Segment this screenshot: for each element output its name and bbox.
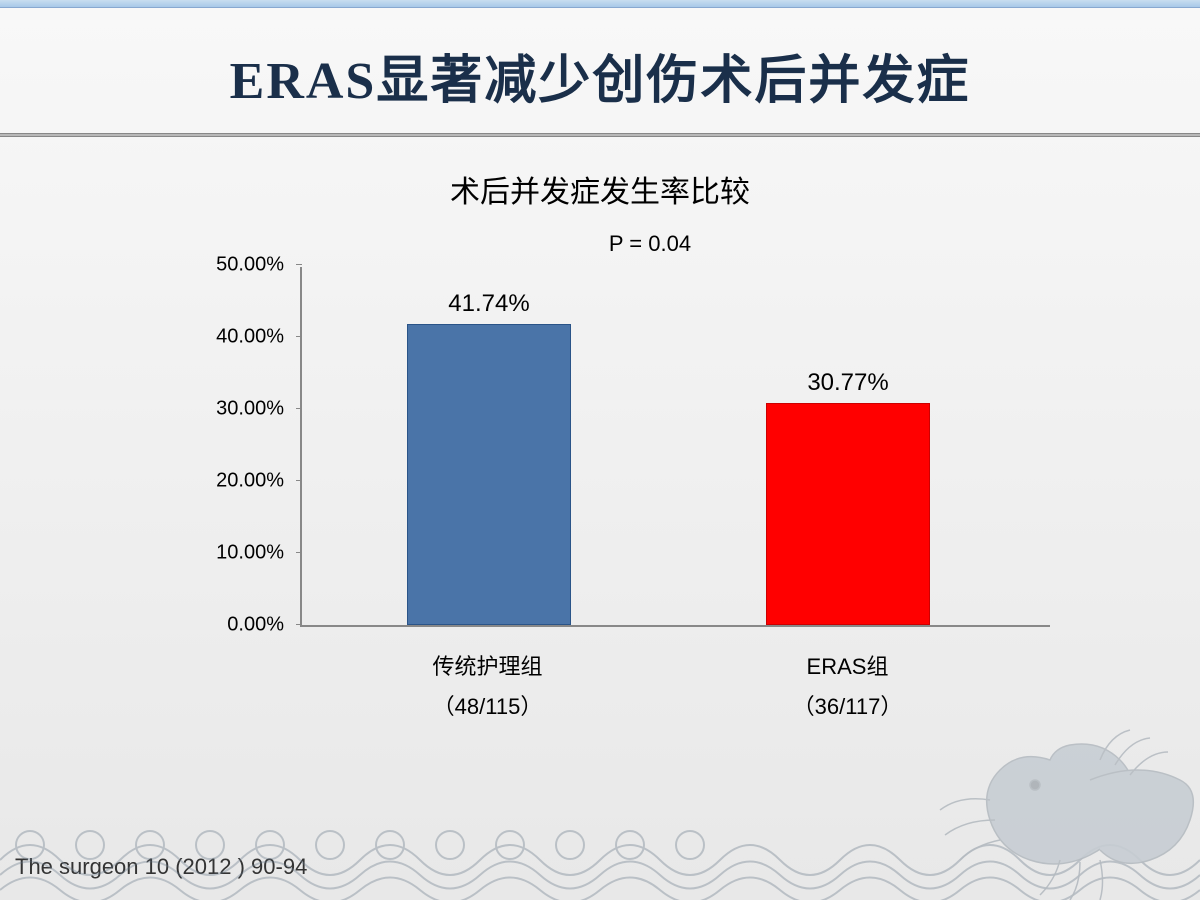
y-tick-mark — [296, 480, 302, 481]
title-divider — [0, 133, 1200, 137]
p-value-label: P = 0.04 — [250, 231, 1050, 257]
x-label-line2: （36/117） — [713, 687, 983, 727]
y-tick-label: 40.00% — [184, 326, 284, 349]
y-tick-mark — [296, 264, 302, 265]
y-tick-label: 50.00% — [184, 254, 284, 277]
x-category-label: ERAS组（36/117） — [713, 647, 983, 726]
bar: 30.77% — [766, 403, 931, 625]
top-accent-bar — [0, 0, 1200, 8]
plot-area: 0.00%10.00%20.00%30.00%40.00%50.00% 41.7… — [300, 267, 1050, 627]
x-label-line1: ERAS组 — [713, 647, 983, 687]
title-area: ERAS显著减少创伤术后并发症 — [0, 8, 1200, 133]
y-tick-label: 20.00% — [184, 470, 284, 493]
y-tick-mark — [296, 624, 302, 625]
y-tick-mark — [296, 552, 302, 553]
x-label-line1: 传统护理组 — [353, 647, 623, 687]
citation-text: The surgeon 10 (2012 ) 90-94 — [15, 854, 307, 880]
slide-title: ERAS显著减少创伤术后并发症 — [0, 38, 1200, 113]
bar-value-label: 30.77% — [767, 369, 930, 397]
y-axis: 0.00%10.00%20.00%30.00%40.00%50.00% — [192, 267, 292, 625]
bar: 41.74% — [407, 324, 572, 625]
x-label-line2: （48/115） — [353, 687, 623, 727]
chart-title: 术后并发症发生率比较 — [150, 167, 1050, 211]
y-tick-mark — [296, 408, 302, 409]
y-tick-label: 10.00% — [184, 542, 284, 565]
y-tick-label: 30.00% — [184, 398, 284, 421]
x-category-label: 传统护理组（48/115） — [353, 647, 623, 726]
bar-value-label: 41.74% — [408, 290, 571, 318]
y-tick-mark — [296, 336, 302, 337]
y-tick-label: 0.00% — [184, 614, 284, 637]
chart-container: 术后并发症发生率比较 P = 0.04 0.00%10.00%20.00%30.… — [150, 167, 1050, 767]
